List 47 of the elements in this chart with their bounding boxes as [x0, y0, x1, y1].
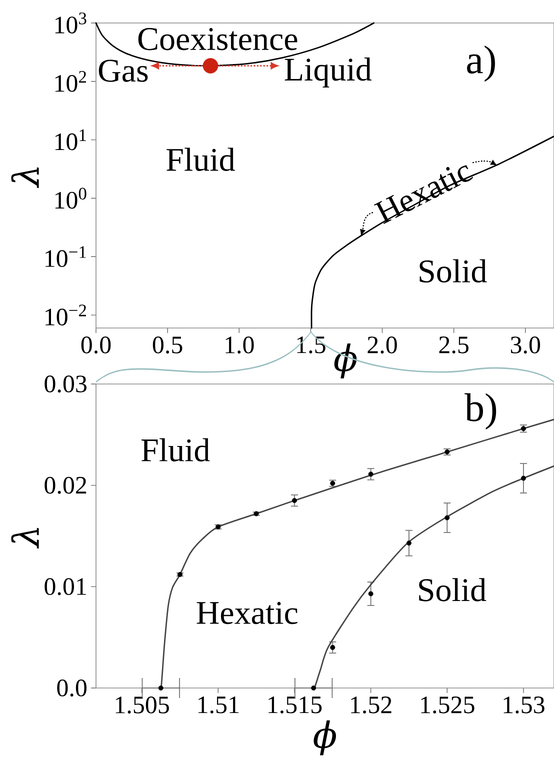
x-tick-label: 0.5	[152, 336, 182, 354]
x-tick-label: 0.0	[81, 336, 111, 354]
point	[158, 686, 164, 691]
y-axis-title: λ	[11, 167, 39, 188]
x-tick-label: 2.5	[439, 336, 468, 354]
x-tick-label: 1.0	[226, 336, 254, 354]
y-tick-label: 10$^{0}$	[55, 188, 86, 209]
x-tick-label: 2.0	[368, 336, 397, 354]
point	[520, 476, 526, 481]
x-tick-label: 1.515	[268, 696, 322, 714]
x-tick-label: 1.505	[116, 696, 169, 714]
annotation: b)	[464, 393, 496, 430]
point	[444, 515, 450, 520]
y-axis-title: λ	[11, 528, 39, 549]
y-tick-label: 0.0	[57, 680, 87, 697]
annotation: Fluid	[141, 438, 210, 462]
point	[368, 591, 374, 596]
x-axis-title: ϕ	[314, 720, 336, 756]
y-tick-label: 10$^{−2}$	[46, 304, 86, 326]
y-tick-label: 10$^{2}$	[55, 70, 86, 92]
point	[330, 644, 336, 650]
x-axis-title: ϕ	[334, 344, 357, 378]
x-tick-label: 1.53	[504, 696, 544, 714]
annotation: a)	[467, 45, 495, 82]
point	[311, 686, 316, 691]
x-tick-label: 1.5	[297, 336, 326, 354]
y-tick-label: 10$^{−1}$	[46, 246, 86, 268]
y-tick-label: 10$^{3}$	[55, 12, 86, 34]
y-tick-label: 0.01	[44, 578, 86, 596]
annotation: Coexistence	[138, 28, 298, 50]
annotation: Hexatic	[196, 602, 298, 624]
annotation: Fluid	[166, 148, 235, 172]
y-tick-label: 0.02	[44, 476, 86, 494]
annotation: Solid	[419, 578, 486, 602]
y-tick-label: 10$^{1}$	[55, 129, 86, 150]
point	[368, 472, 374, 477]
annotation: Liquid	[284, 58, 372, 88]
line-series	[310, 136, 554, 329]
x-tick-label: 1.525	[421, 696, 474, 714]
x-tick-label: 1.52	[351, 696, 392, 714]
point	[292, 498, 297, 504]
y-tick-label: 0.03	[44, 376, 86, 392]
point	[406, 540, 412, 546]
annotation: Solid	[420, 259, 487, 283]
annotation: Gas	[98, 60, 148, 82]
x-tick-label: 1.51	[198, 696, 239, 714]
x-tick-label: 3.0	[510, 336, 540, 354]
